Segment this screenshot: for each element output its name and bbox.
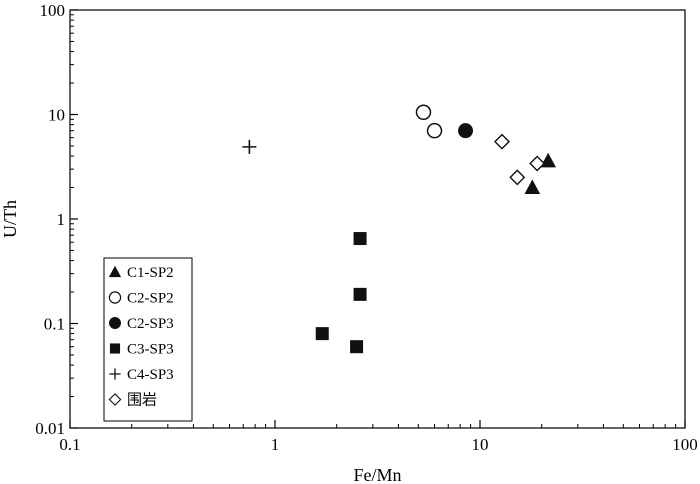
data-point-filled-triangle xyxy=(524,179,541,195)
y-tick-label: 1 xyxy=(57,210,66,229)
x-tick-label: 100 xyxy=(672,435,698,454)
y-tick-label: 100 xyxy=(40,1,66,20)
legend-marker xyxy=(109,343,121,354)
x-axis-label: Fe/Mn xyxy=(353,465,401,484)
y-axis-label: U/Th xyxy=(0,200,20,238)
y-tick-label: 0.01 xyxy=(35,419,65,438)
legend-label: 围岩 xyxy=(127,392,157,409)
y-tick-label: 10 xyxy=(48,106,65,125)
data-point-open-circle xyxy=(415,104,432,121)
data-point-filled-square xyxy=(315,327,329,341)
data-point-open-diamond xyxy=(529,155,546,172)
x-tick-label: 1 xyxy=(271,435,280,454)
data-point-filled-square xyxy=(353,232,367,246)
legend-label: C4-SP3 xyxy=(127,367,174,383)
y-tick-label: 0.1 xyxy=(44,315,65,334)
data-point-plus xyxy=(242,139,257,154)
legend-label: C2-SP2 xyxy=(127,291,174,307)
legend-marker xyxy=(108,393,122,406)
legend-label: C2-SP3 xyxy=(127,316,174,332)
legend: C1-SP2 C2-SP2 C2-SP3 C3-SP3 C4-SP3 围岩 xyxy=(103,257,193,422)
legend-marker xyxy=(108,265,122,278)
data-point-filled-circle xyxy=(458,123,474,139)
x-tick-label: 0.1 xyxy=(59,435,80,454)
legend-marker xyxy=(109,317,122,330)
data-point-filled-square xyxy=(353,287,367,301)
legend-marker xyxy=(108,291,122,304)
legend-marker xyxy=(109,368,121,380)
data-point-open-diamond xyxy=(509,169,526,186)
data-points xyxy=(242,104,556,354)
legend-label: C3-SP3 xyxy=(127,342,174,358)
x-tick-label: 10 xyxy=(472,435,489,454)
legend-label: C1-SP2 xyxy=(127,265,174,281)
data-point-open-circle xyxy=(426,122,443,139)
data-point-filled-square xyxy=(350,340,364,354)
data-point-open-diamond xyxy=(493,133,510,150)
legend-box xyxy=(103,257,193,422)
